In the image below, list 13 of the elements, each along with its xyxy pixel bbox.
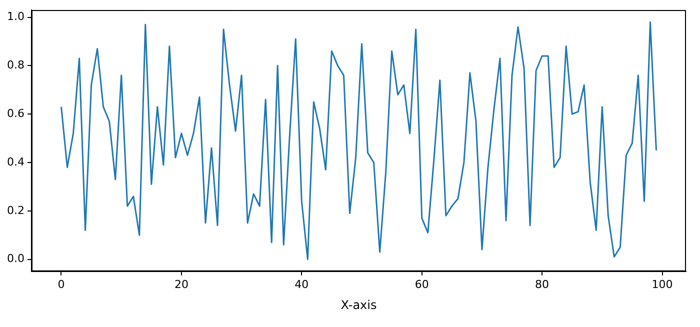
y-tick-label: 0.0 — [6, 252, 24, 266]
y-tick-label: 1.0 — [6, 10, 24, 24]
x-axis-title: X-axis — [340, 298, 377, 312]
y-tick-label: 0.8 — [6, 58, 24, 72]
x-tick-label: 100 — [652, 278, 673, 291]
y-tick-label: 0.6 — [6, 106, 24, 120]
x-tick-label: 20 — [174, 278, 188, 291]
x-tick-label: 80 — [535, 278, 550, 291]
y-tick-label: 0.4 — [6, 155, 24, 168]
x-tick-label: 60 — [414, 278, 429, 291]
y-tick-label: 0.2 — [6, 204, 24, 217]
x-tick-label: 0 — [58, 278, 65, 291]
x-tick-label: 40 — [294, 278, 309, 291]
